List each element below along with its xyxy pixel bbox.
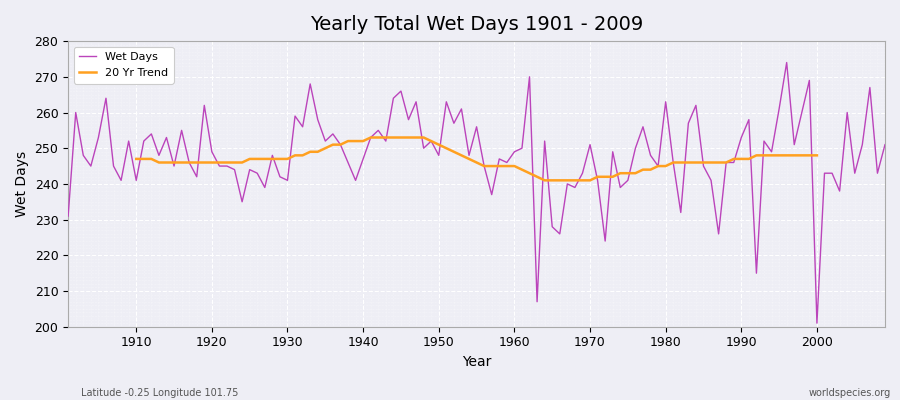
- 20 Yr Trend: [365, 135, 376, 140]
- Text: Latitude -0.25 Longitude 101.75: Latitude -0.25 Longitude 101.75: [81, 388, 239, 398]
- 20 Yr Trend: [721, 160, 732, 165]
- 20 Yr Trend: [290, 153, 301, 158]
- 20 Yr Trend: [130, 156, 141, 161]
- 20 Yr Trend: [812, 153, 823, 158]
- 20 Yr Trend: [532, 174, 543, 179]
- Wet Days: [509, 149, 520, 154]
- Wet Days: [879, 142, 890, 147]
- Legend: Wet Days, 20 Yr Trend: Wet Days, 20 Yr Trend: [74, 47, 174, 84]
- 20 Yr Trend: [305, 149, 316, 154]
- Title: Yearly Total Wet Days 1901 - 2009: Yearly Total Wet Days 1901 - 2009: [310, 15, 644, 34]
- 20 Yr Trend: [214, 160, 225, 165]
- Y-axis label: Wet Days: Wet Days: [15, 151, 29, 217]
- Text: worldspecies.org: worldspecies.org: [809, 388, 891, 398]
- Wet Days: [599, 239, 610, 244]
- Wet Days: [123, 139, 134, 144]
- Wet Days: [63, 214, 74, 218]
- Line: 20 Yr Trend: 20 Yr Trend: [136, 138, 817, 180]
- 20 Yr Trend: [804, 153, 814, 158]
- Wet Days: [335, 142, 346, 147]
- Wet Days: [781, 60, 792, 65]
- X-axis label: Year: Year: [462, 355, 491, 369]
- Wet Days: [290, 114, 301, 118]
- Wet Days: [812, 321, 823, 326]
- 20 Yr Trend: [539, 178, 550, 183]
- Wet Days: [501, 160, 512, 165]
- Line: Wet Days: Wet Days: [68, 62, 885, 323]
